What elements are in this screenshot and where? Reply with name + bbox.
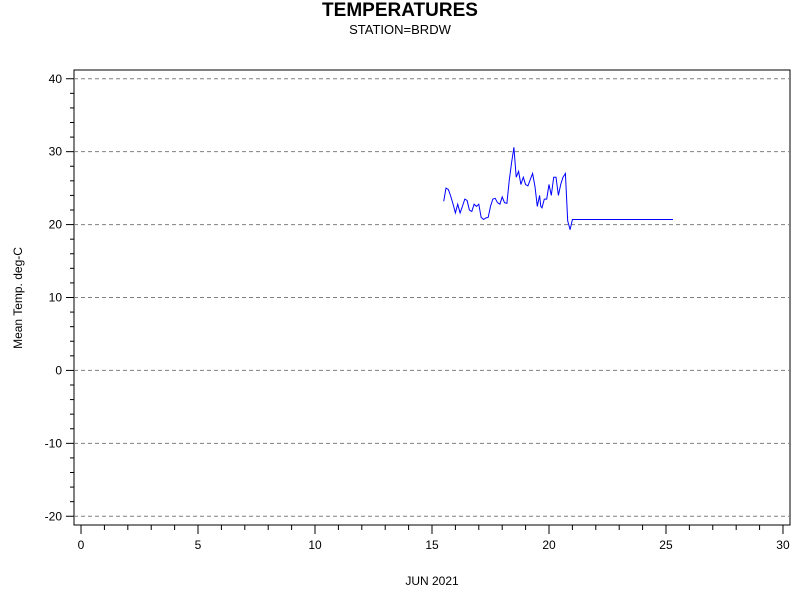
- y-tick-label: 30: [49, 145, 63, 159]
- y-axis: -20 -10 0 10 20 30 40: [45, 72, 74, 523]
- x-tick-label: 0: [78, 538, 85, 552]
- y-tick-label: 0: [55, 363, 62, 377]
- chart-subtitle: STATION=BRDW: [349, 22, 451, 37]
- gridlines: [74, 78, 790, 517]
- y-axis-label: Mean Temp. deg-C: [11, 247, 25, 349]
- chart-title: TEMPERATURES: [322, 0, 478, 21]
- series-group: [443, 147, 673, 230]
- x-tick-label: 20: [542, 538, 556, 552]
- series-line-0: [443, 147, 673, 230]
- x-tick-label: 30: [776, 538, 790, 552]
- y-tick-label: 20: [49, 218, 63, 232]
- x-axis: 0 5 10 15 20 25 30: [78, 525, 790, 552]
- x-tick-label: 10: [308, 538, 322, 552]
- y-tick-label: 10: [49, 291, 63, 305]
- x-axis-label: JUN 2021: [405, 574, 459, 588]
- x-tick-label: 5: [195, 538, 202, 552]
- y-tick-label: -10: [45, 436, 63, 450]
- y-tick-label: -20: [45, 509, 63, 523]
- x-tick-label: 25: [659, 538, 673, 552]
- x-tick-label: 15: [425, 538, 439, 552]
- y-tick-label: 40: [49, 72, 63, 86]
